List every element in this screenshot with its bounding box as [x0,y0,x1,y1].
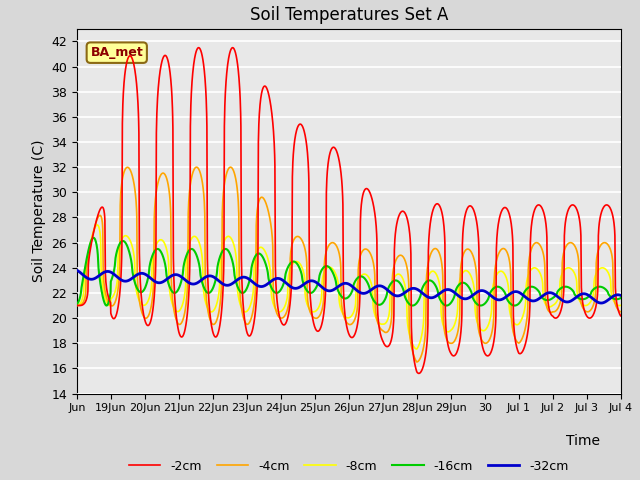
-32cm [543,290,551,296]
-16cm [543,297,551,303]
-2cm [617,313,625,319]
-8cm [381,321,389,326]
-4cm [193,164,200,170]
-32cm [609,293,617,299]
Line: -4cm: -4cm [77,167,621,362]
-16cm [245,280,253,286]
-16cm [382,295,390,301]
-2cm [415,371,423,376]
-2cm [381,343,389,348]
-32cm [244,276,252,282]
-32cm [513,289,520,295]
-32cm [127,276,135,282]
-4cm [381,330,389,336]
-2cm [543,289,551,295]
-2cm [127,54,135,60]
-8cm [617,302,625,308]
-32cm [73,267,81,273]
-16cm [513,302,520,308]
-2cm [609,216,617,221]
-8cm [93,222,101,228]
-8cm [245,306,253,312]
-2cm [245,333,253,338]
-8cm [73,302,81,308]
-8cm [413,346,420,352]
-4cm [617,309,625,314]
-32cm [381,285,389,291]
-16cm [90,235,97,240]
-32cm [597,300,605,306]
Line: -32cm: -32cm [77,270,621,303]
-16cm [617,295,625,301]
-8cm [127,240,135,246]
-8cm [543,303,551,309]
-4cm [245,321,253,326]
Y-axis label: Soil Temperature (C): Soil Temperature (C) [31,140,45,282]
-4cm [73,303,81,309]
-4cm [543,306,551,312]
Title: Soil Temperatures Set A: Soil Temperatures Set A [250,6,448,24]
-32cm [617,292,625,298]
-4cm [609,288,617,294]
Legend: -2cm, -4cm, -8cm, -16cm, -32cm: -2cm, -4cm, -8cm, -16cm, -32cm [124,455,573,478]
-2cm [195,45,202,50]
-16cm [73,301,81,307]
-4cm [513,338,520,344]
-4cm [127,169,135,175]
-2cm [513,344,520,350]
Line: -2cm: -2cm [77,48,621,373]
-4cm [413,359,420,365]
X-axis label: Time: Time [566,434,600,448]
-16cm [609,296,617,301]
Text: BA_met: BA_met [90,46,143,59]
-2cm [73,302,81,308]
-16cm [128,260,136,265]
Line: -8cm: -8cm [77,225,621,349]
-16cm [102,303,110,309]
-8cm [609,297,617,303]
Line: -16cm: -16cm [77,238,621,306]
-8cm [513,322,520,327]
